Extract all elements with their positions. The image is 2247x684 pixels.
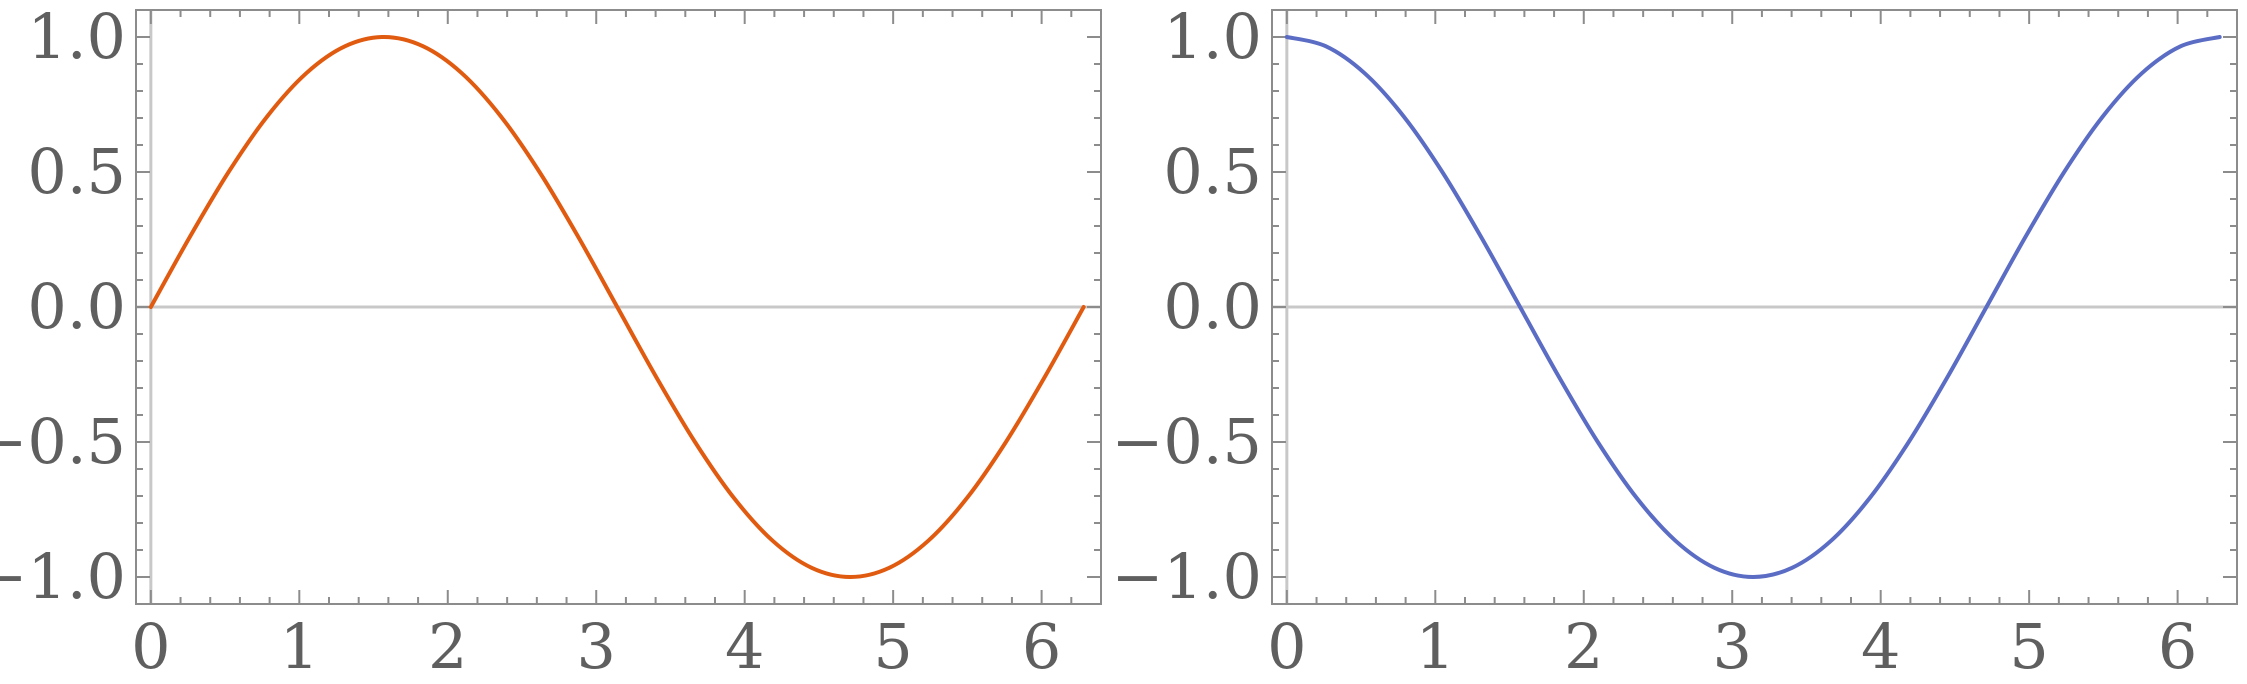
left-y-tick-label: 1.0: [27, 0, 126, 73]
left-y-tick-label: 0.0: [27, 270, 126, 343]
left-x-tick-label: 2: [428, 610, 467, 683]
left-x-tick-label: 6: [1022, 610, 1061, 683]
right-y-tick-label: 0.5: [1163, 135, 1262, 208]
left-x-tick-label: 1: [280, 610, 319, 683]
chart-panel-left: 0 1 2 3 4 5 6 −1.0 −0.5 0.0 0.5 1.0: [0, 0, 1102, 683]
right-x-tick-label: 4: [1861, 610, 1900, 683]
right-x-tick-label: 0: [1267, 610, 1306, 683]
right-x-tick-label: 5: [2009, 610, 2048, 683]
right-x-tick-label: 2: [1564, 610, 1603, 683]
left-y-tick-label: 0.5: [27, 135, 126, 208]
right-x-tick-label: 3: [1713, 610, 1752, 683]
right-series-line-0: [1284, 35, 2222, 579]
right-y-tick-label: −0.5: [1111, 405, 1262, 478]
left-series-line-0: [148, 35, 1086, 579]
chart-panel-right: 0 1 2 3 4 5 6 −1.0 −0.5 0.0 0.5 1.0: [1111, 0, 2238, 683]
right-y-tick-label: 0.0: [1163, 270, 1262, 343]
left-y-tick-label: −1.0: [0, 540, 126, 613]
right-x-tick-label: 6: [2158, 610, 2197, 683]
right-x-tick-label: 1: [1416, 610, 1455, 683]
left-x-tick-label: 0: [131, 610, 170, 683]
left-x-tick-label: 3: [577, 610, 616, 683]
right-y-tick-label: 1.0: [1163, 0, 1262, 73]
left-x-tick-label: 4: [725, 610, 764, 683]
left-x-tick-label: 5: [873, 610, 912, 683]
left-y-tick-label: −0.5: [0, 405, 126, 478]
right-y-tick-label: −1.0: [1111, 540, 1262, 613]
